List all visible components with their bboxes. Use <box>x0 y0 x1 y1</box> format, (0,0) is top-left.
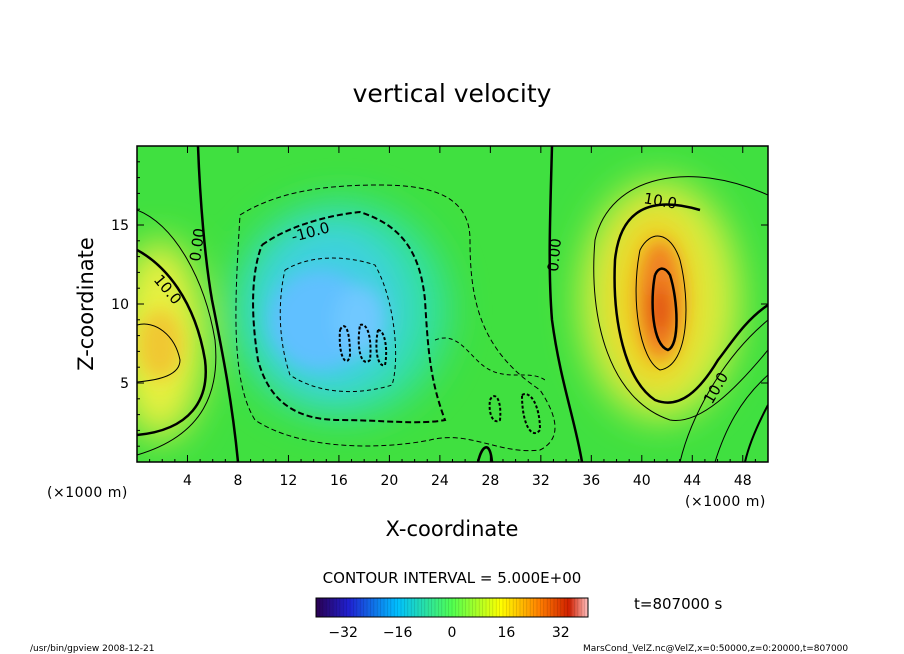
x-tick-label: 32 <box>532 473 550 489</box>
colorbar: −32 −16 0 16 32 <box>315 597 589 641</box>
contour-lower-right3 <box>744 404 768 462</box>
contours <box>137 146 768 462</box>
contour-plus5-right <box>593 176 768 421</box>
contour-minus-small2 <box>521 393 542 434</box>
colorbar-ticks: −32 −16 0 16 32 <box>328 625 569 641</box>
x-tick-label: 28 <box>481 473 499 489</box>
contour-minus-small1 <box>488 395 502 423</box>
x-tick-label: 24 <box>431 473 449 489</box>
contour-lower-right <box>679 319 768 462</box>
footer-left: /usr/bin/gpview 2008-12-21 <box>30 644 154 654</box>
chart-title: vertical velocity <box>353 79 552 108</box>
contour-plus10-right <box>613 203 768 404</box>
x-tick-label: 36 <box>582 473 600 489</box>
y-axis: 5 10 15 <box>111 161 768 447</box>
colorbar-tick-label: 32 <box>552 625 570 641</box>
colorbar-tick-label: 16 <box>497 625 515 641</box>
x-tick-label: 4 <box>183 473 192 489</box>
x-tick-label: 44 <box>683 473 701 489</box>
contour-minus15 <box>279 257 397 392</box>
time-label: t=807000 s <box>634 595 722 613</box>
colorbar-gradient <box>316 598 588 617</box>
x-unit-left: (×1000 m) <box>47 485 128 501</box>
contour-minus20-b <box>357 323 372 363</box>
footer-right: MarsCond_VelZ.nc@VelZ,x=0:50000,z=0:2000… <box>583 644 848 654</box>
contour-lower-right2 <box>714 374 768 462</box>
x-axis-label: X-coordinate <box>386 517 519 541</box>
x-tick-label: 40 <box>633 473 651 489</box>
x-unit-right: (×1000 m) <box>685 494 766 510</box>
y-tick-label: 5 <box>120 376 129 392</box>
y-tick-label: 15 <box>111 218 129 234</box>
contour-minus10 <box>252 210 447 424</box>
contour-plus15-right <box>635 235 687 371</box>
x-axis: 4 8 12 16 20 24 28 32 36 40 44 48 <box>149 146 756 489</box>
contour-minus5 <box>235 184 556 452</box>
plot-area: 10.0 0.00 10.0 -10.0 0.00 10.0 <box>137 146 768 462</box>
y-axis-label: Z-coordinate <box>74 237 98 371</box>
y-tick-label: 10 <box>111 297 129 313</box>
colorbar-tick-label: 0 <box>448 625 457 641</box>
colorbar-tick-label: −16 <box>383 625 413 641</box>
x-tick-label: 20 <box>380 473 398 489</box>
colorbar-tick-label: −32 <box>328 625 358 641</box>
x-tick-label: 48 <box>734 473 752 489</box>
blob-down-core2 <box>335 285 385 355</box>
zero-contour-bottom <box>476 446 494 462</box>
contour-plus10-core <box>651 267 678 352</box>
contour-minus-wiggle <box>434 337 546 381</box>
contour-plus10-left <box>137 248 207 437</box>
colorbar-frame <box>315 597 589 618</box>
colorbar-stripes <box>319 598 585 617</box>
x-tick-label: 8 <box>233 473 242 489</box>
contour-minus20-a <box>338 325 352 362</box>
zero-contour-mid <box>548 146 584 462</box>
contour-label-left-zero: 0.00 <box>186 227 208 263</box>
contour-plus15-left <box>137 323 181 383</box>
contour-label-mid-zero: 0.00 <box>544 238 565 273</box>
contour-minus20-c <box>375 329 388 367</box>
contour-interval: CONTOUR INTERVAL = 5.000E+00 <box>323 569 582 587</box>
x-tick-label: 12 <box>280 473 298 489</box>
x-tick-label: 16 <box>330 473 348 489</box>
contour-label-right-10: 10.0 <box>642 189 678 213</box>
contour-plus5-left <box>137 209 217 456</box>
blob-left-core <box>138 310 182 380</box>
zero-contour-left <box>196 146 240 462</box>
